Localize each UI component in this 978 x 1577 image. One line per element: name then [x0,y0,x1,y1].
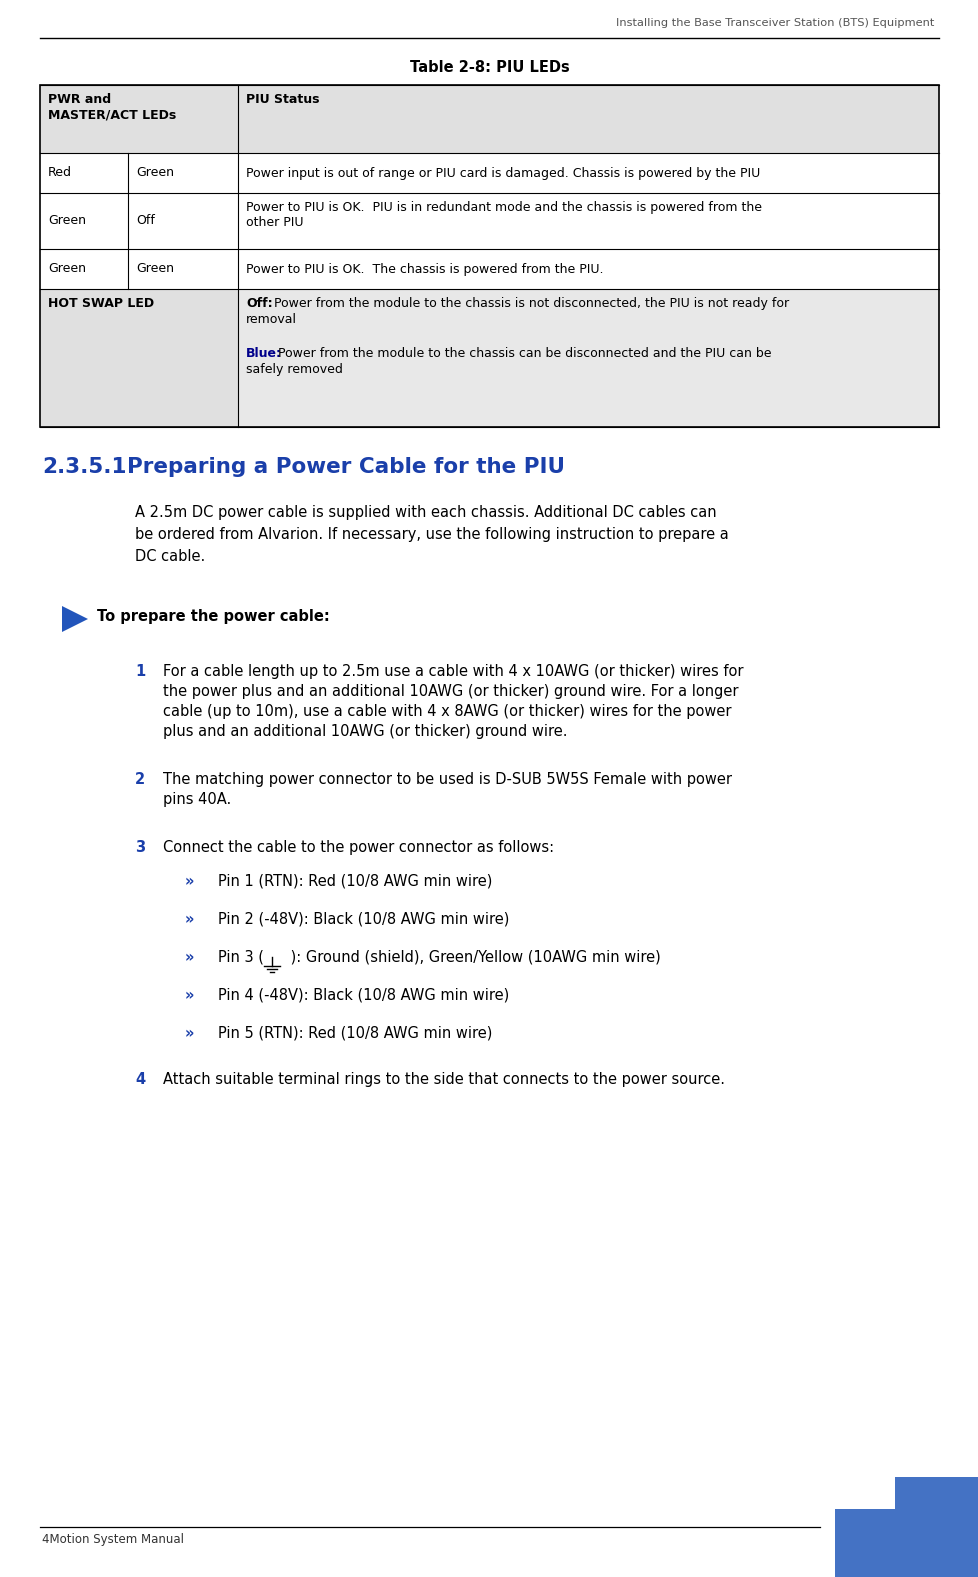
Text: Power input is out of range or PIU card is damaged. Chassis is powered by the PI: Power input is out of range or PIU card … [245,167,760,180]
Text: Power to PIU is OK.  The chassis is powered from the PIU.: Power to PIU is OK. The chassis is power… [245,262,602,276]
Text: ): Ground (shield), Green/Yellow (10AWG min wire): ): Ground (shield), Green/Yellow (10AWG … [286,949,660,965]
Bar [894,1478,978,1509]
Text: Green: Green [136,167,174,180]
Text: »: » [185,912,195,927]
Text: Table 2-8: PIU LEDs: Table 2-8: PIU LEDs [409,60,569,76]
Text: Attach suitable terminal rings to the side that connects to the power source.: Attach suitable terminal rings to the si… [162,1072,725,1087]
Text: Green: Green [48,214,86,227]
Text: To prepare the power cable:: To prepare the power cable: [97,609,330,624]
Polygon shape [62,606,88,632]
Text: plus and an additional 10AWG (or thicker) ground wire.: plus and an additional 10AWG (or thicker… [162,724,567,740]
Bar [40,153,938,192]
Text: Connect the cable to the power connector as follows:: Connect the cable to the power connector… [162,841,554,855]
Text: MASTER/ACT LEDs: MASTER/ACT LEDs [48,107,176,121]
Bar [40,249,938,289]
Bar [40,289,938,427]
Text: Pin 1 (RTN): Red (10/8 AWG min wire): Pin 1 (RTN): Red (10/8 AWG min wire) [218,874,492,889]
Text: »: » [185,874,195,889]
Text: 2: 2 [135,773,145,787]
Text: 4: 4 [135,1072,145,1087]
Bar [40,85,938,427]
Text: the power plus and an additional 10AWG (or thicker) ground wire. For a longer: the power plus and an additional 10AWG (… [162,684,737,699]
Text: 3: 3 [135,841,145,855]
Text: Red: Red [48,167,72,180]
Text: 2.3.5.1: 2.3.5.1 [42,457,126,476]
Text: Installing the Base Transceiver Station (BTS) Equipment: Installing the Base Transceiver Station … [615,17,933,28]
Text: be ordered from Alvarion. If necessary, use the following instruction to prepare: be ordered from Alvarion. If necessary, … [135,527,728,542]
Text: Blue:: Blue: [245,347,282,360]
Bar [40,289,238,427]
Text: PWR and: PWR and [48,93,111,106]
Text: Pin 2 (-48V): Black (10/8 AWG min wire): Pin 2 (-48V): Black (10/8 AWG min wire) [218,912,509,927]
Text: Pin 5 (RTN): Red (10/8 AWG min wire): Pin 5 (RTN): Red (10/8 AWG min wire) [218,1027,492,1041]
Text: A 2.5m DC power cable is supplied with each chassis. Additional DC cables can: A 2.5m DC power cable is supplied with e… [135,505,716,520]
Bar [40,192,938,249]
Text: Green: Green [48,262,86,276]
Text: Off: Off [136,214,155,227]
Text: Green: Green [136,262,174,276]
Text: 4Motion System Manual: 4Motion System Manual [42,1533,184,1545]
Text: Power from the module to the chassis is not disconnected, the PIU is not ready f: Power from the module to the chassis is … [270,296,788,311]
Text: Power from the module to the chassis can be disconnected and the PIU can be: Power from the module to the chassis can… [274,347,771,360]
Text: Power to PIU is OK.  PIU is in redundant mode and the chassis is powered from th: Power to PIU is OK. PIU is in redundant … [245,200,761,214]
Text: pins 40A.: pins 40A. [162,792,231,807]
Text: »: » [185,989,195,1003]
Text: PIU Status: PIU Status [245,93,319,106]
Text: 1: 1 [135,664,145,680]
Bar [40,85,938,153]
Text: Pin 4 (-48V): Black (10/8 AWG min wire): Pin 4 (-48V): Black (10/8 AWG min wire) [218,989,509,1003]
Text: HOT SWAP LED: HOT SWAP LED [48,296,154,311]
Text: 69: 69 [859,1533,874,1545]
Text: other PIU: other PIU [245,216,303,229]
Text: cable (up to 10m), use a cable with 4 x 8AWG (or thicker) wires for the power: cable (up to 10m), use a cable with 4 x … [162,703,731,719]
Text: Off:: Off: [245,296,272,311]
Text: The matching power connector to be used is D-SUB 5W5S Female with power: The matching power connector to be used … [162,773,732,787]
Text: DC cable.: DC cable. [135,549,205,565]
Text: Preparing a Power Cable for the PIU: Preparing a Power Cable for the PIU [111,457,564,476]
Text: For a cable length up to 2.5m use a cable with 4 x 10AWG (or thicker) wires for: For a cable length up to 2.5m use a cabl… [162,664,742,680]
Text: »: » [185,1027,195,1041]
Text: »: » [185,949,195,965]
Text: removal: removal [245,312,296,326]
Text: Pin 3 (: Pin 3 ( [218,949,268,965]
Bar [834,1509,978,1577]
Text: safely removed: safely removed [245,363,342,375]
